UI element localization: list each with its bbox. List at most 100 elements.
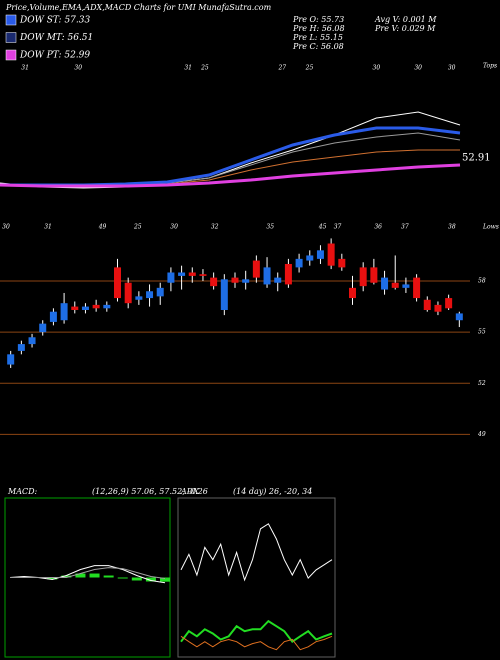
candle-body [423, 299, 431, 310]
histogram-bar [75, 573, 86, 578]
y-tick-label: 52 [478, 380, 486, 387]
x-tick-label: 31 [184, 65, 192, 72]
x-tick-label: 30 [448, 65, 456, 72]
candle-body [349, 287, 356, 299]
candle-body [114, 267, 121, 299]
histogram-bar [145, 577, 156, 582]
histogram-bar [131, 577, 142, 581]
macd-line [10, 567, 166, 579]
candle-body [60, 303, 68, 321]
histogram-bar [47, 577, 58, 580]
panel-title: MACD: [7, 487, 38, 496]
panel-subtitle: (14 day) 26, -20, 34 [233, 487, 312, 496]
histogram-bar [61, 575, 72, 578]
candle-body [146, 291, 154, 299]
x-tick-label: 35 [266, 224, 274, 231]
x-tick-label: 37 [401, 224, 409, 231]
candle-body [71, 306, 79, 310]
candle-body [402, 284, 410, 288]
x-tick-label: 30 [414, 65, 422, 72]
legend-swatch [5, 49, 17, 61]
x-tick-label: 30 [373, 65, 381, 72]
legend-swatch [5, 32, 17, 43]
candle-body [359, 267, 367, 287]
candle-body [167, 272, 175, 283]
x-tick-label: 27 [277, 65, 286, 72]
stat-label: Pre L: 55.15 [292, 33, 343, 42]
x-tick-label: 31 [44, 224, 52, 231]
chart-title: Price,Volume,EMA,ADX,MACD Charts for UMI… [5, 3, 272, 12]
candle-body [381, 277, 389, 290]
stat-label: Avg V: 0.001 M [374, 15, 437, 24]
stat-label: Pre V: 0.029 M [374, 24, 436, 33]
stat-label: Pre O: 55.73 [292, 15, 344, 24]
candle-body [49, 311, 57, 322]
candle-body [28, 337, 36, 345]
stat-label: Pre C: 56.08 [292, 42, 344, 51]
x-tick-label: 25 [133, 224, 142, 231]
candle-body [92, 304, 100, 309]
ema-line [0, 163, 461, 188]
candle-body [81, 306, 89, 310]
candle-body [284, 263, 292, 285]
x-tick-label: 25 [305, 65, 314, 72]
adx-line [180, 635, 333, 651]
candle-body [370, 267, 378, 283]
ema-line [0, 126, 461, 187]
candle-body [434, 304, 442, 312]
candle-body [178, 272, 186, 276]
candle-body [338, 258, 346, 268]
candle-body [327, 243, 335, 266]
candle-body [231, 277, 239, 283]
x-tick-label: 45 [318, 224, 327, 231]
y-tick-label: 55 [478, 329, 486, 336]
candle-body [199, 274, 207, 276]
candle-body [39, 323, 47, 333]
histogram-bar [89, 573, 100, 578]
candle-body [455, 313, 463, 321]
candle-body [156, 287, 164, 297]
candle-body [135, 296, 143, 300]
candle-body [295, 258, 303, 268]
candle-body [124, 282, 132, 304]
candle-body [103, 304, 111, 309]
panel-subtitle: (12,26,9) 57.06, 57.52, -0.26 [92, 487, 208, 496]
x-tick-label: 32 [211, 224, 219, 231]
annotation: 52.91 [462, 153, 491, 164]
y-tick-label: 49 [477, 431, 486, 438]
ema-line [0, 111, 461, 189]
ema-line [0, 132, 461, 187]
candle-body [391, 282, 399, 288]
candle-body [220, 279, 228, 310]
legend-label: DOW ST: 57.33 [19, 16, 90, 26]
histogram-bar [160, 577, 170, 582]
y-tick-label: 58 [478, 278, 486, 285]
candle-body [188, 272, 196, 276]
x-tick-label: 30 [2, 224, 10, 231]
candle-body [242, 279, 250, 283]
candle-body [263, 267, 271, 285]
x-tick-label: 49 [98, 224, 107, 231]
candle-body [252, 260, 260, 278]
x-tick-label: 38 [448, 224, 456, 231]
histogram-bar [103, 575, 114, 578]
x-tick-label: 30 [170, 224, 178, 231]
x-tick-label: 36 [374, 224, 382, 231]
x-tick-label: 31 [21, 65, 29, 72]
legend-label: DOW PT: 52.99 [19, 51, 90, 61]
candle-body [210, 277, 218, 287]
candle-body [17, 344, 25, 351]
corner-label: Lows [482, 224, 499, 231]
panel-title: ADX [180, 487, 199, 496]
adx-line [180, 619, 333, 644]
candle-body [7, 354, 15, 365]
x-tick-label: 25 [200, 65, 209, 72]
candle-body [445, 298, 453, 309]
x-tick-label: 37 [334, 224, 342, 231]
x-tick-label: 30 [74, 65, 82, 72]
candle-body [306, 255, 314, 261]
candle-body [413, 277, 421, 299]
histogram-bar [117, 577, 128, 579]
